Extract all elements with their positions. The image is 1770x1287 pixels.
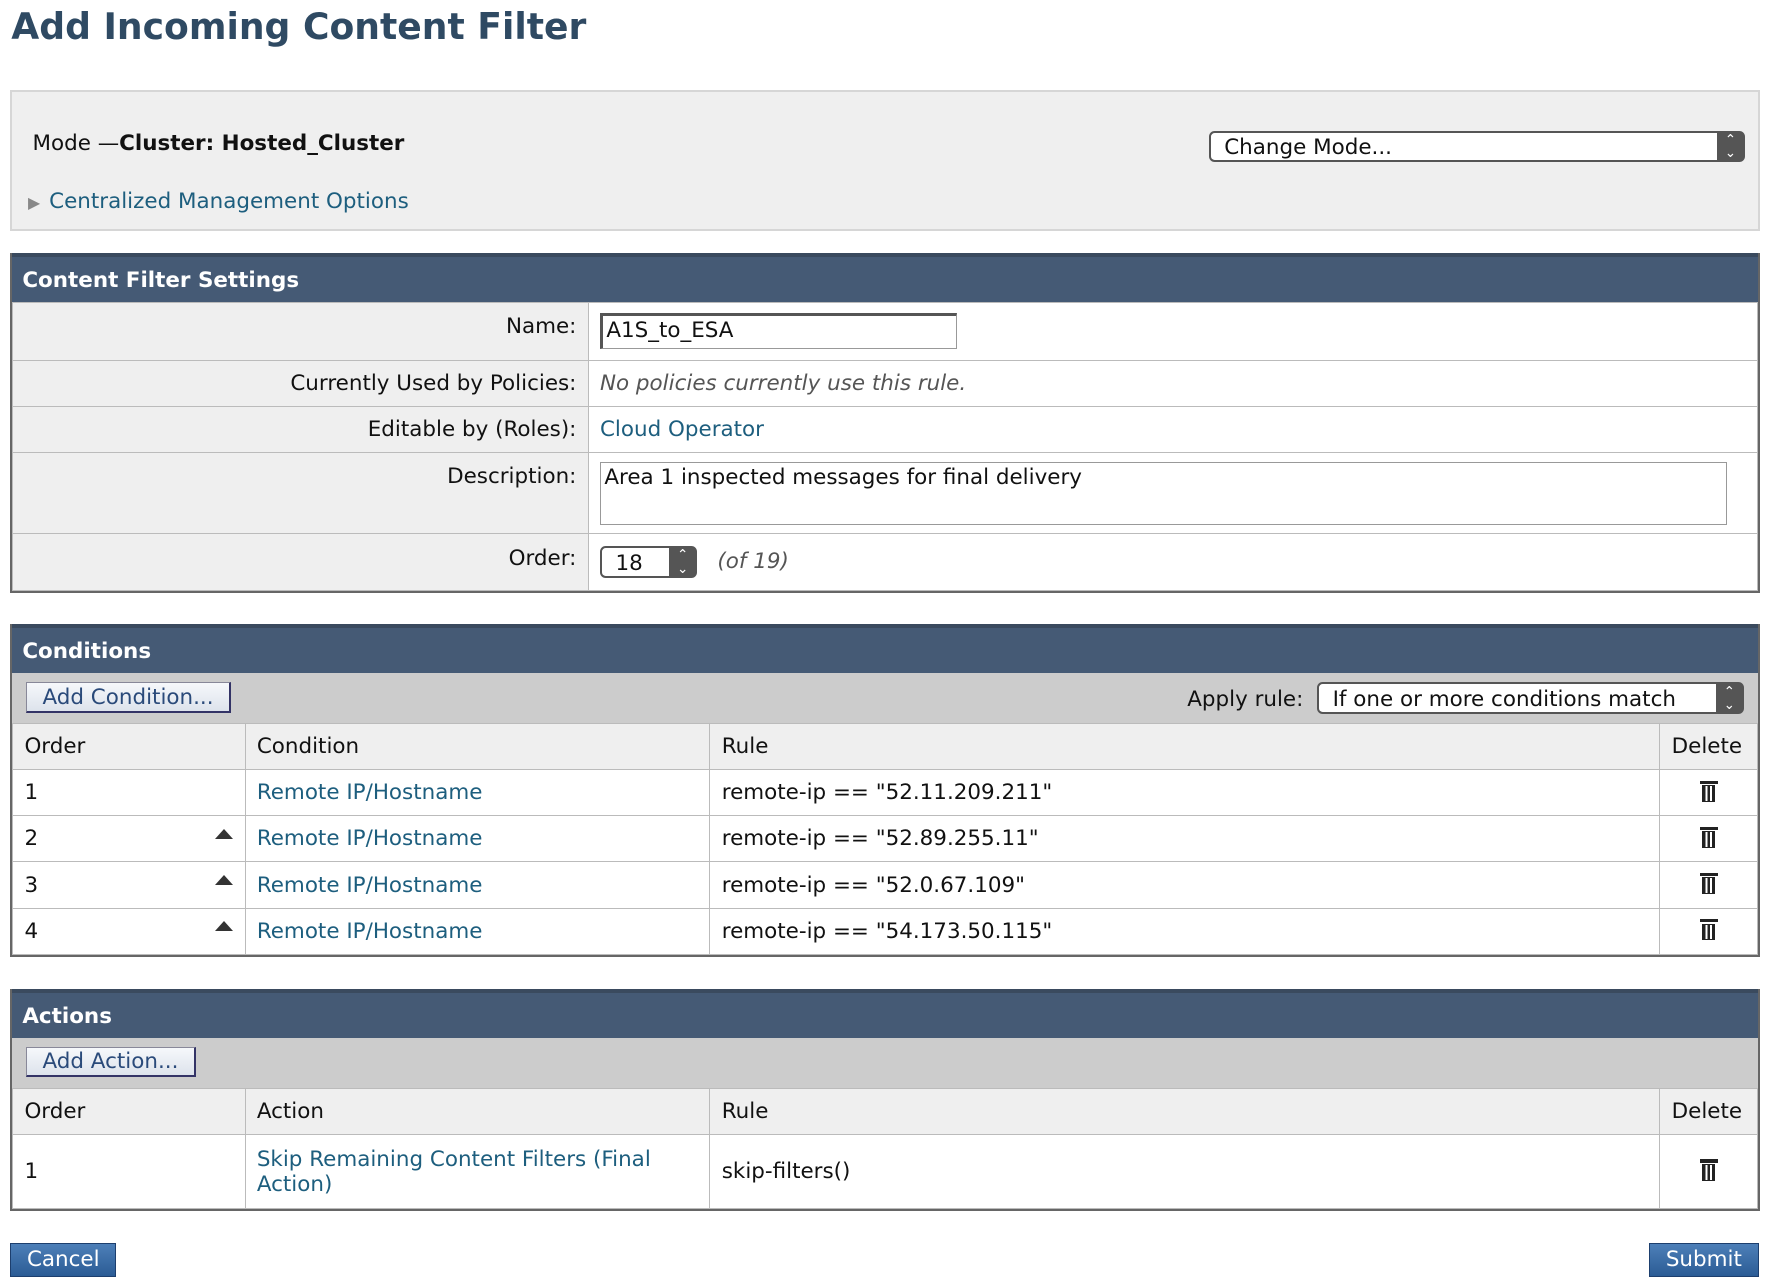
table-row: 1 Skip Remaining Content Filters (Final A… [12,1133,1759,1210]
rule-value: skip-filters() [709,1133,1661,1210]
move-up-icon[interactable] [215,921,234,931]
col-action: Action [244,1087,711,1135]
name-label: Name: [12,301,589,361]
table-row: 1 Remote IP/Hostname remote-ip == "52.11.2… [12,769,1759,817]
select-arrows-icon: ⌃ ⌄ [669,547,697,577]
change-mode-select[interactable]: Change Mode... ⌃ ⌄ [1208,130,1745,163]
order-select[interactable]: 18 ⌃ ⌄ [599,546,698,578]
conditions-toolbar: Add Condition... Apply rule: If one or m… [12,673,1759,724]
expand-triangle-icon: ▶ [27,193,41,213]
order-value: 4 [24,918,39,944]
conditions-panel: Conditions Add Condition... Apply rule: … [10,624,1761,957]
table-row: 3 Remote IP/Hostname remote-ip == "52.0.67… [12,861,1759,909]
select-arrows-icon: ⌃ ⌄ [1716,131,1744,162]
condition-link[interactable]: Remote IP/Hostname [256,780,483,806]
trash-icon[interactable] [1699,917,1719,941]
order-value: 18 [615,550,643,576]
description-label: Description: [12,452,589,535]
used-label: Currently Used by Policies: [12,359,589,407]
col-delete: Delete [1659,723,1759,771]
condition-link[interactable]: Remote IP/Hostname [256,872,483,898]
conditions-header: Conditions [12,624,1759,674]
trash-icon[interactable] [1699,778,1719,802]
roles-label: Editable by (Roles): [12,405,589,454]
order-value: 2 [24,826,39,852]
order-of: (of 19) [717,549,789,575]
rule-value: remote-ip == "52.0.67.109" [709,861,1661,909]
settings-header: Content Filter Settings [12,252,1759,302]
add-action-button[interactable]: Add Action... [25,1046,197,1078]
col-order: Order [12,1087,246,1135]
condition-link[interactable]: Remote IP/Hostname [256,918,483,944]
change-mode-value: Change Mode... [1224,134,1392,160]
name-input[interactable]: A1S_to_ESA [599,313,957,350]
actions-toolbar: Add Action... [12,1037,1759,1088]
col-condition: Condition [244,723,711,771]
rule-value: remote-ip == "52.89.255.11" [709,815,1661,863]
col-rule: Rule [709,723,1661,771]
description-textarea[interactable]: Area 1 inspected messages for final deli… [599,461,1727,525]
move-up-icon[interactable] [215,874,234,885]
cancel-button[interactable]: Cancel [10,1242,117,1277]
table-row: 4 Remote IP/Hostname remote-ip == "54.173.… [12,907,1759,955]
order-value: 1 [12,1133,246,1210]
centralized-label: Centralized Management Options [49,189,409,215]
mode-panel: Mode —Cluster: Hosted_Cluster Change Mod… [10,90,1761,231]
condition-link[interactable]: Remote IP/Hostname [256,826,483,852]
add-condition-button[interactable]: Add Condition... [25,682,232,713]
mode-text: Mode —Cluster: Hosted_Cluster [32,131,404,156]
col-delete: Delete [1659,1087,1759,1135]
select-arrows-icon: ⌃ ⌄ [1715,683,1743,714]
rule-value: remote-ip == "54.173.50.115" [709,907,1661,955]
order-value: 1 [24,780,39,806]
content-filter-settings-panel: Content Filter Settings Name: A1S_to_ESA… [10,252,1761,593]
trash-icon[interactable] [1699,871,1719,895]
trash-icon[interactable] [1699,1157,1719,1181]
roles-link[interactable]: Cloud Operator [599,416,764,442]
page-title: Add Incoming Content Filter [11,4,587,48]
action-link[interactable]: Skip Remaining Content Filters (Final Ac… [256,1146,651,1197]
apply-rule-value: If one or more conditions match [1332,686,1676,712]
apply-rule-label: Apply rule: [1187,686,1304,712]
centralized-management-link[interactable]: ▶ Centralized Management Options [28,189,409,214]
rule-value: remote-ip == "52.11.209.211" [709,769,1661,817]
mode-label: Mode — [32,130,120,156]
used-value: No policies currently use this rule. [587,359,1759,407]
submit-button[interactable]: Submit [1649,1242,1759,1277]
col-rule: Rule [709,1087,1661,1135]
table-row: 2 Remote IP/Hostname remote-ip == "52.89.2… [12,815,1759,863]
trash-icon[interactable] [1699,825,1719,849]
actions-panel: Actions Add Action... Order Action Rule … [10,988,1761,1212]
move-up-icon[interactable] [215,828,234,839]
apply-rule-select[interactable]: If one or more conditions match ⌃ ⌄ [1317,682,1744,714]
order-label: Order: [12,533,589,591]
order-value: 3 [24,872,39,898]
actions-header: Actions [12,988,1759,1038]
col-order: Order [12,723,246,771]
mode-value: Cluster: Hosted_Cluster [119,130,405,156]
